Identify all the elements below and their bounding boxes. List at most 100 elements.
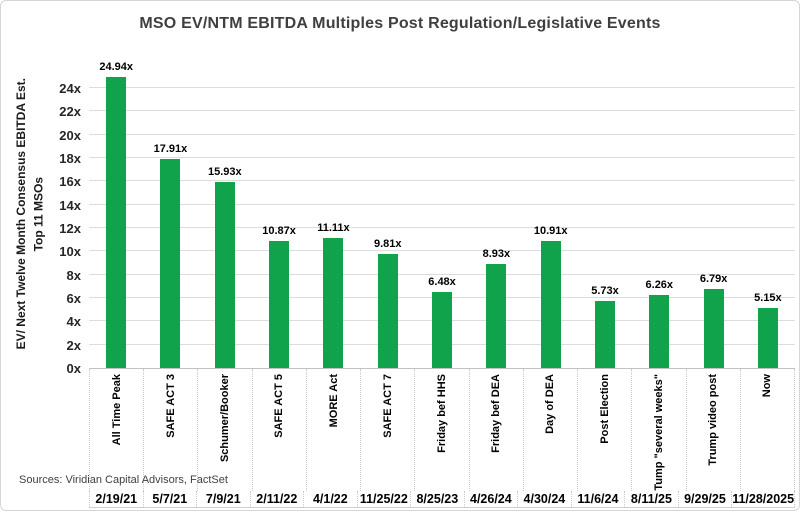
x-axis-date-label: 11/25/22 [358,491,412,507]
gridline [89,157,795,158]
x-axis-date-label: 11/28/2025 [732,491,796,507]
bar [540,240,561,368]
x-axis-category-cell: Friday bef HHS [415,369,470,491]
gridline [89,227,795,228]
x-axis-category-cell: Day of DEA [524,369,579,491]
bar-slot: 15.93x [198,59,252,368]
y-axis-tick-label: 10x [59,244,81,260]
x-axis-category-label: Friday bef DEA [490,374,503,453]
bar [486,263,507,368]
x-axis-category-cell: Post Election [578,369,633,491]
source-note: Sources: Viridian Capital Advisors, Fact… [19,474,228,486]
bar [432,292,453,368]
gridline [89,203,795,205]
bar-value-label: 10.91x [533,224,568,237]
y-axis-tick-label: 6x [66,291,81,306]
bar-slot: 5.73x [578,59,632,368]
x-axis-date-label: 7/9/21 [197,491,251,507]
bar-slot: 6.48x [415,59,469,368]
x-axis-date-label: 4/30/24 [518,491,572,507]
y-axis-tick-label: 18x [59,151,81,166]
x-axis-date-label: 11/6/24 [572,491,626,507]
bar-slot: 8.93x [469,59,523,368]
x-axis-date-label: 8/11/25 [625,491,679,507]
chart-title: MSO EV/NTM EBITDA Multiples Post Regulat… [139,15,661,32]
x-axis-category-cell: All Time Peak [89,369,145,491]
bar [269,241,290,368]
x-axis-category-cell: SAFE ACT 7 [361,369,416,491]
bar [377,253,398,368]
x-axis-date-label: 8/25/23 [411,491,465,507]
y-axis-tick-label: 12x [59,221,81,236]
x-axis-category-label: MORE Act [327,374,340,428]
x-axis-category-label: Tump "several weeks" [652,374,665,491]
bar-value-label: 6.26x [645,278,674,291]
bar-value-label: 5.15x [754,291,782,304]
bar-value-label: 17.91x [153,143,188,156]
y-axis-tick-label: 2x [66,337,81,353]
bar-slot: 6.26x [632,59,686,368]
bar-value-label: 9.81x [373,237,402,250]
x-axis-date-row: 2/19/21 5/7/21 7/9/21 2/11/22 4/1/22 11/25/22… [89,491,796,508]
bar-slot: 5.15x [741,59,795,368]
x-axis-category-cell: Trump video post [687,369,741,491]
bar [323,238,344,368]
x-axis-category-label: Day of DEA [544,374,557,434]
y-axis-tick-label: 22x [59,104,81,120]
y-axis-tick-label: 0x [66,361,81,376]
x-axis-category-cell: SAFE ACT 3 [144,369,199,491]
x-axis-date-label: 2/11/22 [251,491,305,507]
x-axis-category-cell: Friday bef DEA [470,369,524,491]
x-axis-category-cell: MORE Act [307,369,362,491]
y-axis-tick-label: 8x [66,267,81,283]
bar-slot: 6.79x [686,59,740,368]
y-axis-tick-label: 20x [59,127,81,143]
x-axis-category-cell: Now [741,369,796,491]
x-axis-category-label: Post Election [598,374,611,444]
y-axis-tick-label: 4x [66,314,81,330]
bar-value-label: 5.73x [591,285,619,298]
x-axis-date-label: 4/1/22 [304,491,358,507]
x-axis-category-label: Friday bef HHS [436,374,449,453]
x-axis-date-label: 4/26/24 [465,491,519,507]
bar-value-label: 6.79x [699,272,728,285]
gridline [89,133,795,135]
y-axis-tick-label: 14x [59,197,81,213]
x-axis-category-label: SAFE ACT 3 [164,374,177,438]
x-axis-category-cell: Schumer/Booker [198,369,253,491]
bar [757,307,778,368]
x-axis-category-cell: Tump "several weeks" [632,369,687,491]
bar [703,288,724,368]
bar-slot: 17.91x [143,59,197,368]
y-axis-tick-label: 16x [59,174,81,190]
bar-value-label: 10.87x [262,225,296,238]
bar-slot: 10.87x [252,59,306,368]
bar [214,182,235,368]
bar-slot: 9.81x [361,59,415,368]
x-axis-date-label: 9/29/25 [679,491,733,507]
gridline [89,87,795,88]
x-axis-date-label: 5/7/21 [144,491,198,507]
bar-slot: 24.94x [89,59,143,368]
bar-slot: 11.11x [306,59,360,368]
y-axis-tick-label: 24x [59,81,81,96]
x-axis-category-label: All Time Peak [110,374,123,446]
bar-value-label: 8.93x [482,247,511,260]
bar-series: 24.94x 17.91x 15.93x 10.87x 11.11x 9.81x 6.48x… [89,59,795,368]
x-axis-category-label: SAFE ACT 7 [381,374,394,438]
bar [160,159,181,368]
gridline [89,180,795,182]
bar-value-label: 24.94x [99,61,133,74]
gridline [89,250,795,252]
bar [594,301,615,368]
bar-value-label: 6.48x [428,276,456,289]
x-axis-category-label: SAFE ACT 5 [273,374,286,438]
bar-value-label: 15.93x [207,166,242,179]
x-axis-category-label: Trump video post [707,374,720,466]
x-axis-category-cell: SAFE ACT 5 [253,369,307,491]
bar [649,294,670,368]
x-axis-category-label: Now [761,374,774,398]
plot-area: 24.94x 17.91x 15.93x 10.87x 11.11x 9.81x 6.48x… [89,59,795,369]
x-axis-category-row: All Time Peak SAFE ACT 3 Schumer/Booker SAF… [89,369,796,491]
